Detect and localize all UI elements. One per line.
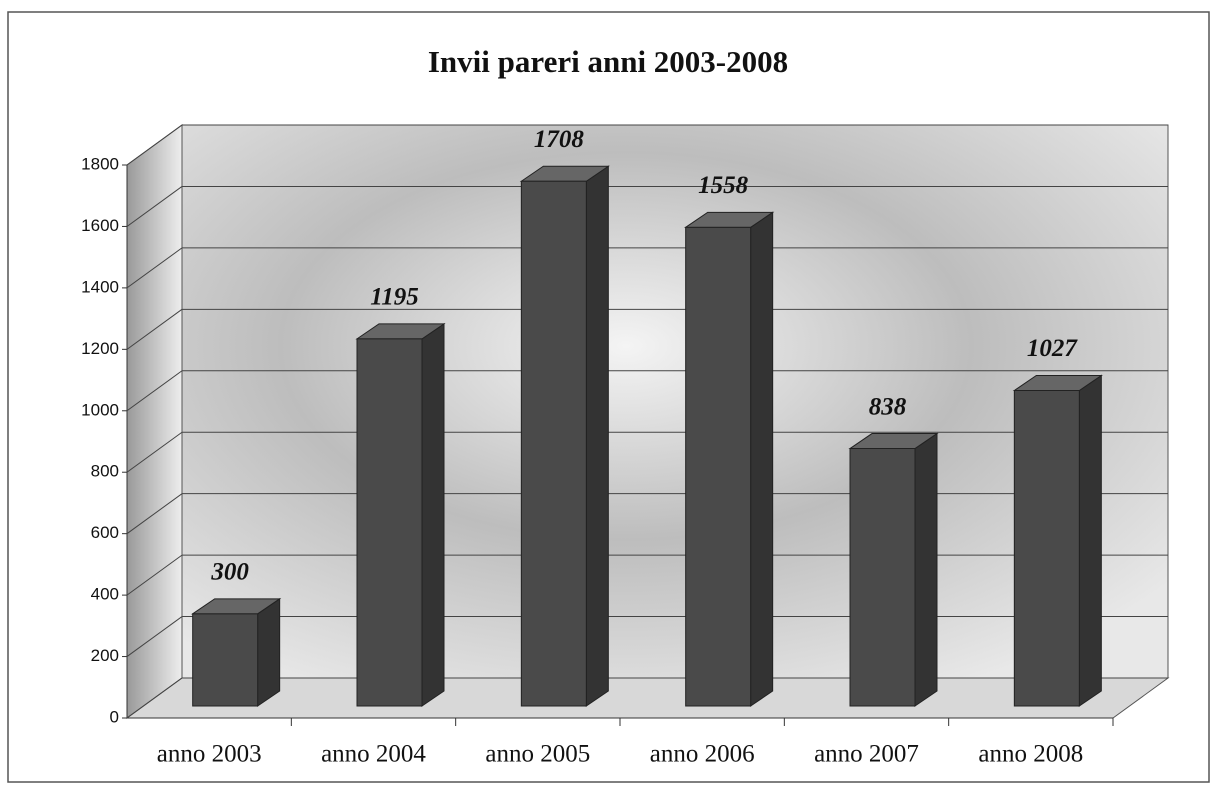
bar-face	[1013, 389, 1080, 707]
bar-face	[914, 432, 938, 707]
bar-face	[356, 338, 423, 707]
y-tick-label: 1200	[81, 339, 119, 358]
chart-title: Invii pareri anni 2003-2008	[428, 44, 788, 79]
grid-line	[126, 616, 183, 657]
y-tick-label: 1000	[81, 400, 119, 419]
x-tick-label: anno 2006	[650, 741, 755, 768]
grid-line	[126, 370, 183, 412]
grid-line	[126, 247, 183, 289]
grid-line	[126, 186, 183, 227]
grid-line	[126, 124, 183, 166]
x-tick-label: anno 2003	[157, 741, 262, 768]
bar	[519, 165, 610, 707]
y-tick-label: 1400	[81, 277, 119, 296]
y-tick-label: 400	[91, 585, 119, 604]
grid-line	[126, 493, 183, 535]
y-tick-label: 0	[110, 707, 119, 726]
bar-face	[1078, 374, 1102, 707]
bar	[848, 432, 939, 707]
bar-face	[750, 211, 774, 707]
bar-face	[585, 165, 609, 707]
grid-line	[126, 554, 183, 596]
bar-face	[685, 226, 752, 707]
y-tick-label: 1800	[81, 154, 119, 173]
bar-face	[192, 613, 259, 707]
value-label: 838	[869, 393, 907, 420]
bar	[684, 211, 775, 707]
bar-face	[520, 180, 587, 707]
floor	[125, 677, 1170, 719]
x-tick-label: anno 2005	[485, 741, 590, 768]
x-tick-label: anno 2008	[978, 741, 1083, 768]
bar	[191, 597, 282, 707]
x-tick-label: anno 2004	[321, 741, 426, 768]
bar-face	[421, 322, 445, 707]
bar-face	[849, 448, 916, 707]
value-label: 300	[210, 559, 249, 586]
y-tick-label: 600	[91, 523, 119, 542]
grid-line	[126, 677, 183, 719]
y-tick-label: 1600	[81, 216, 119, 235]
value-label: 1708	[534, 126, 585, 153]
bar	[1012, 374, 1103, 707]
side-wall	[126, 124, 183, 719]
y-tick-label: 200	[91, 646, 119, 665]
grid-line	[126, 308, 183, 350]
value-label: 1558	[698, 172, 749, 199]
value-label: 1027	[1027, 335, 1079, 362]
grid-line	[126, 431, 183, 473]
bar-face	[257, 597, 281, 707]
x-tick-label: anno 2007	[814, 741, 919, 768]
bar	[355, 322, 446, 707]
value-label: 1195	[370, 284, 419, 311]
y-tick-label: 800	[91, 462, 119, 481]
